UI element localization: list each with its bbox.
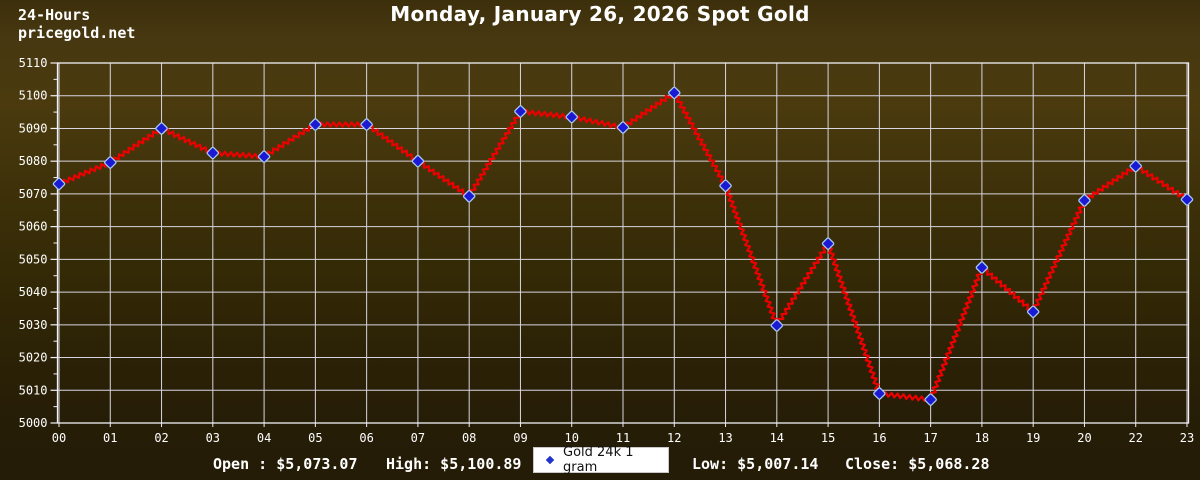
data-point-marker [514, 105, 527, 118]
data-point-marker [411, 154, 425, 168]
page-title: Monday, January 26, 2026 Spot Gold [390, 2, 810, 26]
y-tick-label: 5010 [19, 383, 48, 397]
x-tick-label: 23 [1180, 431, 1194, 445]
low-stat: Low: $5,007.14 [692, 455, 819, 473]
x-tick-label: 14 [770, 431, 784, 445]
data-point-marker [1180, 193, 1194, 206]
x-tick-label: 20 [1077, 431, 1091, 445]
high-stat: High: $5,100.89 [386, 455, 522, 473]
y-tick-label: 5000 [19, 416, 48, 430]
x-tick-label: 02 [154, 431, 168, 445]
data-point-marker [770, 319, 784, 332]
x-tick-label: 01 [103, 431, 117, 445]
data-point-marker [360, 118, 373, 131]
y-tick-label: 5040 [19, 285, 48, 299]
y-tick-label: 5060 [19, 220, 48, 234]
x-tick-label: 16 [872, 431, 886, 445]
x-tick-label: 03 [206, 431, 220, 445]
y-tick-label: 5020 [19, 351, 48, 365]
data-point-marker [565, 110, 578, 124]
legend-marker-diamond-icon [545, 455, 555, 465]
x-tick-label: 06 [359, 431, 373, 445]
data-point-marker [206, 146, 220, 160]
data-point-marker [155, 122, 168, 135]
data-point-marker [975, 261, 989, 274]
data-point-marker [924, 393, 937, 406]
x-tick-label: 07 [411, 431, 425, 445]
legend: Gold 24k 1 gram [533, 445, 669, 475]
x-tick-label: 04 [257, 431, 271, 445]
y-tick-label: 5100 [19, 89, 48, 103]
close-stat: Close: $5,068.28 [845, 455, 990, 473]
x-tick-label: 00 [52, 431, 66, 445]
data-point-marker [873, 387, 886, 400]
data-point-marker [309, 118, 322, 131]
x-tick-label: 13 [718, 431, 732, 445]
brand-line1: 24-Hours [18, 6, 91, 24]
x-tick-label: 12 [667, 431, 681, 445]
x-tick-label: 19 [1026, 431, 1040, 445]
y-tick-label: 5090 [19, 121, 48, 135]
data-point-marker [719, 179, 732, 192]
data-point-marker [52, 177, 66, 191]
y-tick-label: 5080 [19, 154, 48, 168]
open-stat: Open : $5,073.07 [213, 455, 358, 473]
data-point-marker [104, 156, 117, 169]
data-point-marker [1026, 305, 1040, 318]
brand-watermark: 24-Hours pricegold.net [18, 6, 135, 42]
y-tick-label: 5070 [19, 187, 48, 201]
x-tick-label: 08 [462, 431, 476, 445]
brand-line2: pricegold.net [18, 24, 136, 42]
x-tick-label: 18 [975, 431, 989, 445]
x-tick-label: 05 [308, 431, 322, 445]
data-point-marker [821, 237, 835, 250]
x-tick-label: 17 [923, 431, 937, 445]
data-point-marker [1078, 194, 1091, 207]
x-tick-label: 15 [821, 431, 835, 445]
x-tick-label: 10 [565, 431, 579, 445]
data-point-marker [462, 189, 476, 203]
data-point-marker [1129, 159, 1142, 173]
x-tick-label: 11 [616, 431, 630, 445]
y-tick-label: 5030 [19, 318, 48, 332]
data-point-marker [668, 86, 681, 100]
data-point-marker [257, 150, 271, 163]
y-tick-label: 5110 [19, 56, 48, 70]
x-tick-label: 22 [1129, 431, 1143, 445]
legend-label: Gold 24k 1 gram [563, 445, 634, 475]
x-tick-label: 09 [513, 431, 527, 445]
data-point-marker [616, 121, 630, 134]
y-tick-label: 5050 [19, 252, 48, 266]
